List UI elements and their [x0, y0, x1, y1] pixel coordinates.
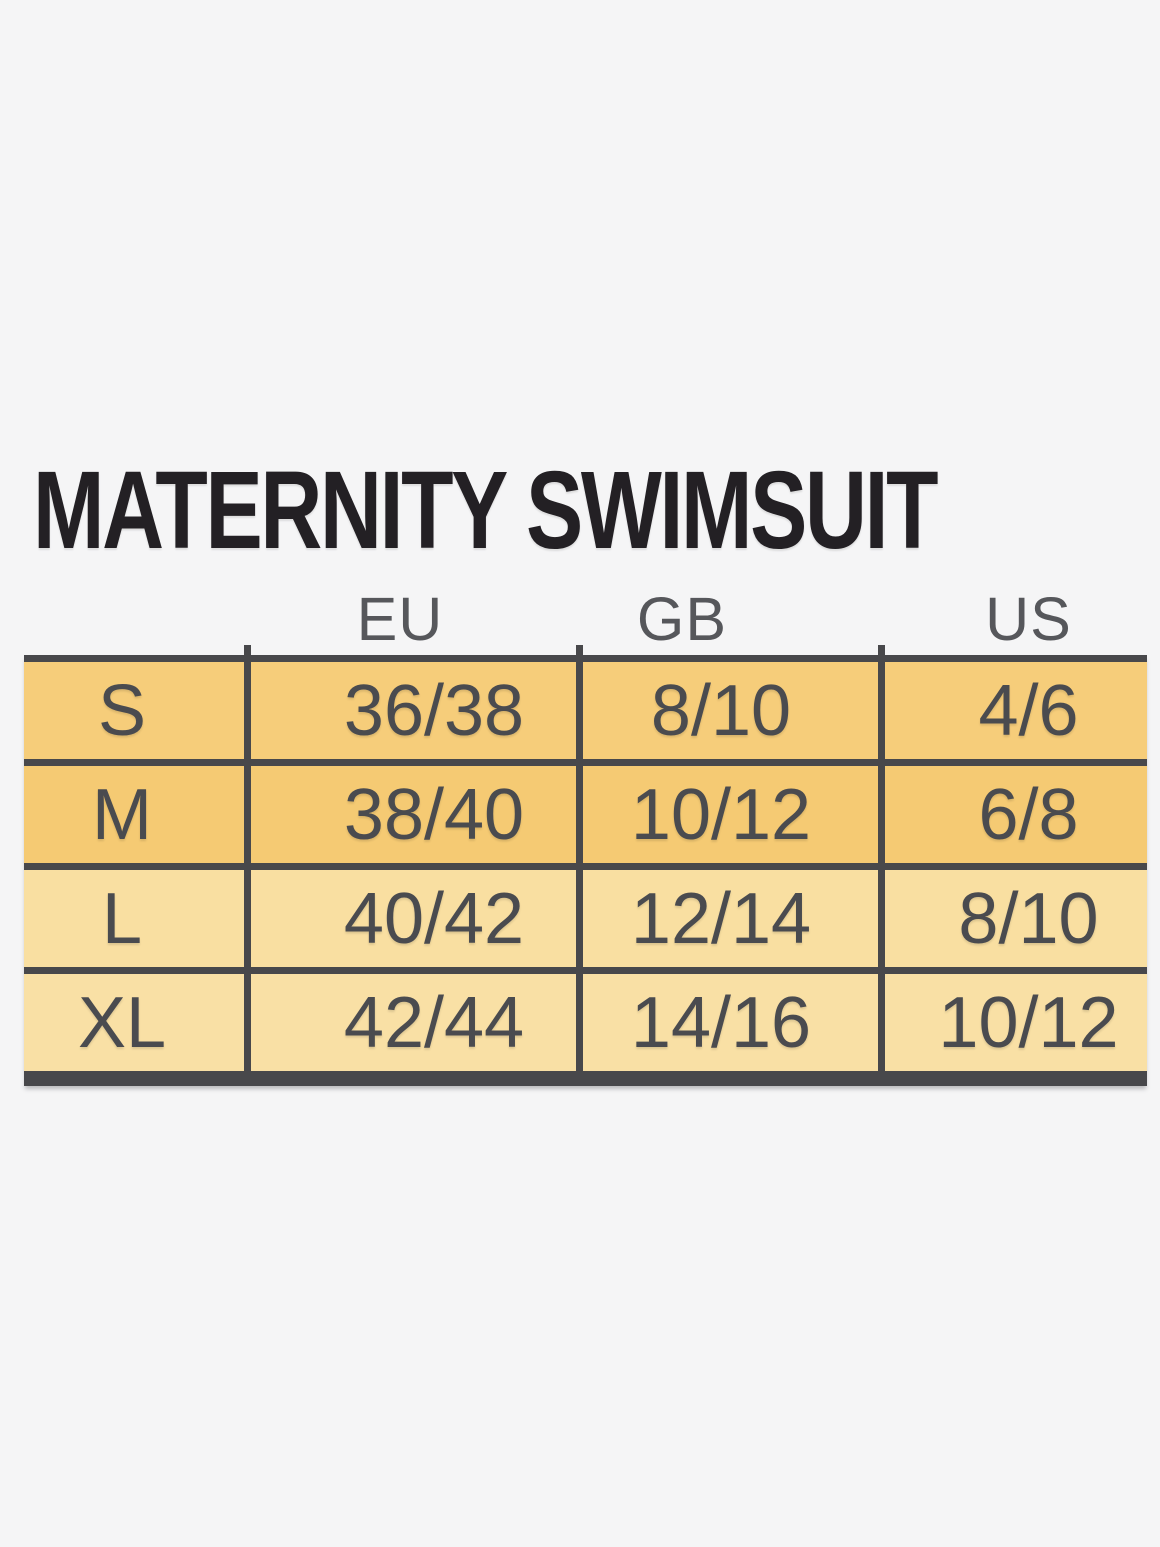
- us-cell: 8/10: [958, 878, 1099, 959]
- us-cell: 4/6: [978, 670, 1079, 751]
- table-header-row: EU GB US: [24, 588, 1147, 650]
- size-cell: M: [92, 774, 152, 855]
- size-table: S 36/38 8/10 4/6 M 38/40 10/12 6/8 L 40/…: [24, 645, 1147, 1086]
- size-cell: S: [97, 670, 147, 751]
- table-row-s: S 36/38 8/10 4/6: [24, 662, 1147, 766]
- table-row-xl: XL 42/44 14/16 10/12: [24, 974, 1147, 1078]
- gb-cell: 12/14: [630, 878, 812, 959]
- page-title: MATERNITY SWIMSUIT: [33, 449, 939, 572]
- eu-cell: 38/40: [343, 774, 525, 855]
- us-cell: 6/8: [978, 774, 1079, 855]
- us-cell: 10/12: [938, 982, 1119, 1063]
- gb-cell: 8/10: [650, 670, 792, 751]
- eu-cell: 40/42: [343, 878, 525, 959]
- table-row-m: M 38/40 10/12 6/8: [24, 766, 1147, 870]
- header-label-gb: GB: [636, 585, 728, 653]
- gb-cell: 10/12: [630, 774, 812, 855]
- table-row-l: L 40/42 12/14 8/10: [24, 870, 1147, 974]
- header-label-eu: EU: [356, 585, 444, 653]
- size-cell: XL: [77, 982, 167, 1063]
- eu-cell: 36/38: [343, 670, 525, 751]
- column-divider: [576, 645, 583, 1078]
- eu-cell: 42/44: [343, 982, 525, 1063]
- column-divider: [878, 645, 885, 1078]
- column-divider: [244, 645, 251, 1078]
- gb-cell: 14/16: [630, 982, 812, 1063]
- header-label-us: US: [985, 585, 1072, 653]
- size-cell: L: [101, 878, 143, 959]
